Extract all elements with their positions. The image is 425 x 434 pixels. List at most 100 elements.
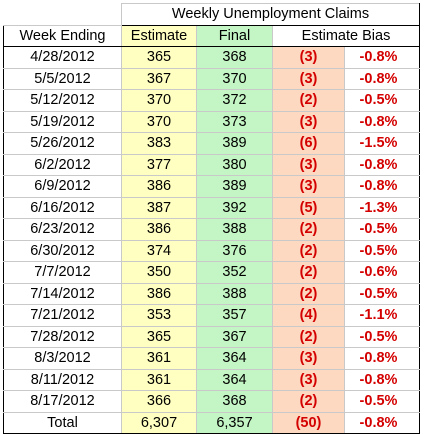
bias-value-cell[interactable]: (2) xyxy=(272,325,345,348)
final-cell[interactable]: 380 xyxy=(196,153,273,176)
bias-value-cell[interactable]: (2) xyxy=(272,261,345,284)
final-cell[interactable]: 367 xyxy=(196,325,273,348)
week-ending-cell[interactable]: 7/14/2012 xyxy=(3,282,122,305)
final-header[interactable]: Final xyxy=(196,24,273,47)
week-ending-cell[interactable]: 7/28/2012 xyxy=(3,325,122,348)
week-ending-cell[interactable]: 4/28/2012 xyxy=(3,46,122,69)
final-cell[interactable]: 357 xyxy=(196,304,273,327)
total-estimate-cell[interactable]: 6,307 xyxy=(121,411,197,434)
unemployment-claims-table: Weekly Unemployment Claims Week Ending E… xyxy=(3,3,420,434)
estimate-cell[interactable]: 350 xyxy=(121,261,197,284)
final-cell[interactable]: 388 xyxy=(196,218,273,241)
estimate-cell[interactable]: 377 xyxy=(121,153,197,176)
week-ending-cell[interactable]: 5/12/2012 xyxy=(3,89,122,112)
week-ending-cell[interactable]: 7/21/2012 xyxy=(3,304,122,327)
estimate-bias-header[interactable]: Estimate Bias xyxy=(272,24,420,47)
bias-percent-cell[interactable]: -0.5% xyxy=(344,239,420,262)
bias-percent-cell[interactable]: -0.8% xyxy=(344,368,420,391)
final-cell[interactable]: 373 xyxy=(196,110,273,133)
bias-percent-cell[interactable]: -1.1% xyxy=(344,304,420,327)
bias-value-cell[interactable]: (2) xyxy=(272,282,345,305)
week-ending-cell[interactable]: 7/7/2012 xyxy=(3,261,122,284)
estimate-cell[interactable]: 367 xyxy=(121,67,197,90)
final-cell[interactable]: 388 xyxy=(196,282,273,305)
week-ending-cell[interactable]: 5/19/2012 xyxy=(3,110,122,133)
total-label-cell[interactable]: Total xyxy=(3,411,122,434)
table-row: 5/5/2012 367 370 (3) -0.8% xyxy=(3,67,420,90)
total-bias-cell[interactable]: (50) xyxy=(272,411,345,434)
blank-cell[interactable] xyxy=(3,3,122,26)
final-cell[interactable]: 370 xyxy=(196,67,273,90)
final-cell[interactable]: 352 xyxy=(196,261,273,284)
final-cell[interactable]: 389 xyxy=(196,175,273,198)
bias-percent-cell[interactable]: -1.3% xyxy=(344,196,420,219)
estimate-cell[interactable]: 386 xyxy=(121,175,197,198)
week-ending-cell[interactable]: 8/11/2012 xyxy=(3,368,122,391)
week-ending-cell[interactable]: 5/26/2012 xyxy=(3,132,122,155)
week-ending-cell[interactable]: 6/16/2012 xyxy=(3,196,122,219)
total-final-cell[interactable]: 6,357 xyxy=(196,411,273,434)
bias-percent-cell[interactable]: -0.8% xyxy=(344,175,420,198)
bias-value-cell[interactable]: (3) xyxy=(272,175,345,198)
bias-value-cell[interactable]: (3) xyxy=(272,347,345,370)
final-cell[interactable]: 376 xyxy=(196,239,273,262)
final-cell[interactable]: 364 xyxy=(196,368,273,391)
bias-percent-cell[interactable]: -1.5% xyxy=(344,132,420,155)
final-cell[interactable]: 368 xyxy=(196,390,273,413)
bias-value-cell[interactable]: (3) xyxy=(272,110,345,133)
bias-value-cell[interactable]: (3) xyxy=(272,46,345,69)
estimate-cell[interactable]: 365 xyxy=(121,46,197,69)
estimate-cell[interactable]: 383 xyxy=(121,132,197,155)
week-ending-cell[interactable]: 6/30/2012 xyxy=(3,239,122,262)
bias-percent-cell[interactable]: -0.5% xyxy=(344,325,420,348)
week-ending-cell[interactable]: 8/17/2012 xyxy=(3,390,122,413)
estimate-cell[interactable]: 366 xyxy=(121,390,197,413)
final-cell[interactable]: 389 xyxy=(196,132,273,155)
bias-percent-cell[interactable]: -0.5% xyxy=(344,282,420,305)
table-row: 8/11/2012 361 364 (3) -0.8% xyxy=(3,368,420,391)
estimate-cell[interactable]: 374 xyxy=(121,239,197,262)
estimate-header[interactable]: Estimate xyxy=(121,24,197,47)
final-cell[interactable]: 372 xyxy=(196,89,273,112)
week-ending-cell[interactable]: 6/9/2012 xyxy=(3,175,122,198)
bias-percent-cell[interactable]: -0.5% xyxy=(344,390,420,413)
final-cell[interactable]: 364 xyxy=(196,347,273,370)
bias-value-cell[interactable]: (2) xyxy=(272,390,345,413)
final-cell[interactable]: 392 xyxy=(196,196,273,219)
bias-value-cell[interactable]: (2) xyxy=(272,218,345,241)
bias-percent-cell[interactable]: -0.6% xyxy=(344,261,420,284)
bias-percent-cell[interactable]: -0.8% xyxy=(344,67,420,90)
bias-value-cell[interactable]: (3) xyxy=(272,153,345,176)
bias-value-cell[interactable]: (6) xyxy=(272,132,345,155)
bias-percent-cell[interactable]: -0.8% xyxy=(344,46,420,69)
bias-percent-cell[interactable]: -0.8% xyxy=(344,110,420,133)
bias-value-cell[interactable]: (2) xyxy=(272,239,345,262)
table-row: 6/9/2012 386 389 (3) -0.8% xyxy=(3,175,420,198)
estimate-cell[interactable]: 370 xyxy=(121,89,197,112)
week-ending-cell[interactable]: 5/5/2012 xyxy=(3,67,122,90)
week-ending-cell[interactable]: 8/3/2012 xyxy=(3,347,122,370)
estimate-cell[interactable]: 361 xyxy=(121,368,197,391)
estimate-cell[interactable]: 365 xyxy=(121,325,197,348)
week-ending-header[interactable]: Week Ending xyxy=(3,24,122,47)
estimate-cell[interactable]: 386 xyxy=(121,218,197,241)
bias-value-cell[interactable]: (5) xyxy=(272,196,345,219)
table-title[interactable]: Weekly Unemployment Claims xyxy=(121,3,420,26)
final-cell[interactable]: 368 xyxy=(196,46,273,69)
bias-value-cell[interactable]: (4) xyxy=(272,304,345,327)
bias-value-cell[interactable]: (2) xyxy=(272,89,345,112)
week-ending-cell[interactable]: 6/2/2012 xyxy=(3,153,122,176)
bias-percent-cell[interactable]: -0.5% xyxy=(344,218,420,241)
bias-percent-cell[interactable]: -0.5% xyxy=(344,89,420,112)
total-percent-cell[interactable]: -0.8% xyxy=(344,411,420,434)
estimate-cell[interactable]: 386 xyxy=(121,282,197,305)
bias-percent-cell[interactable]: -0.8% xyxy=(344,347,420,370)
estimate-cell[interactable]: 353 xyxy=(121,304,197,327)
estimate-cell[interactable]: 370 xyxy=(121,110,197,133)
week-ending-cell[interactable]: 6/23/2012 xyxy=(3,218,122,241)
estimate-cell[interactable]: 387 xyxy=(121,196,197,219)
bias-value-cell[interactable]: (3) xyxy=(272,368,345,391)
estimate-cell[interactable]: 361 xyxy=(121,347,197,370)
bias-value-cell[interactable]: (3) xyxy=(272,67,345,90)
bias-percent-cell[interactable]: -0.8% xyxy=(344,153,420,176)
